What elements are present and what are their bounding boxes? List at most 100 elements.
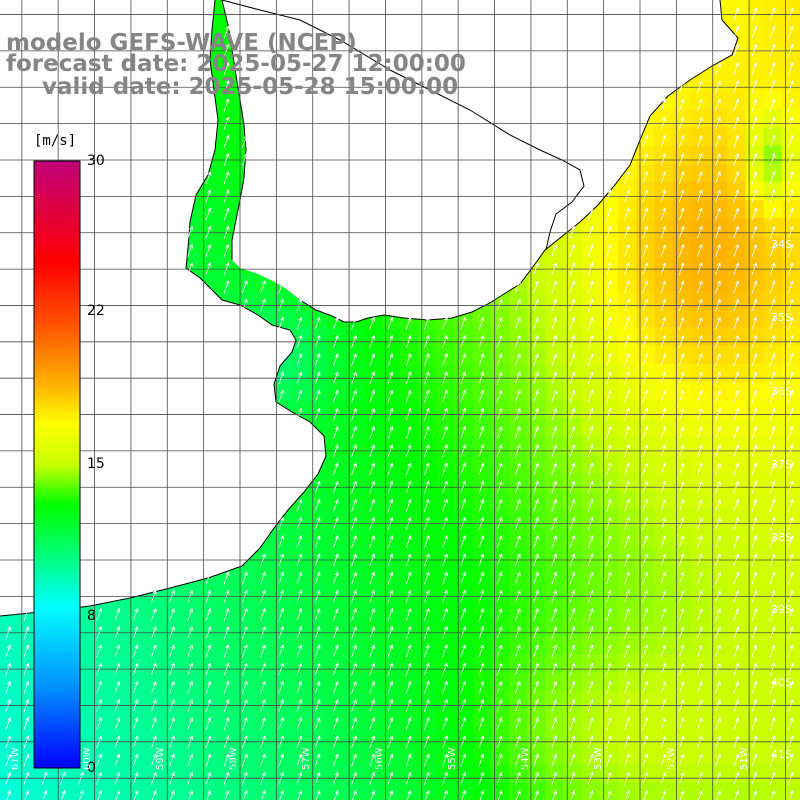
wind-arrow: [405, 590, 412, 603]
wind-arrow: [751, 571, 758, 585]
wind-arrow: [751, 644, 758, 658]
wind-arrow: [642, 681, 648, 694]
wind-arrow: [569, 426, 576, 439]
wind-arrow: [96, 644, 102, 658]
wind-speed-cell: [690, 690, 710, 710]
wind-arrow: [624, 753, 630, 767]
wind-arrow: [769, 535, 776, 549]
wind-arrow: [733, 553, 739, 567]
wind-arrow: [314, 499, 321, 512]
wind-arrow: [370, 790, 375, 800]
wind-arrow: [314, 389, 321, 403]
wind-arrow: [242, 608, 248, 621]
wind-arrow: [751, 62, 758, 75]
wind-arrow: [788, 535, 794, 549]
wind-arrow: [515, 772, 521, 785]
wind-arrow: [733, 626, 739, 640]
wind-arrow: [624, 353, 630, 367]
wind-arrow: [351, 499, 357, 512]
wind-arrow: [205, 226, 212, 239]
wind-speed-cell: [563, 690, 583, 710]
wind-arrow: [260, 280, 266, 294]
wind-arrow: [697, 189, 703, 203]
wind-arrow: [533, 480, 539, 494]
wind-arrow: [642, 753, 648, 767]
wind-arrow: [314, 371, 321, 385]
wind-arrow: [460, 371, 466, 385]
wind-arrow: [733, 353, 739, 367]
wind-speed-cell: [672, 709, 692, 728]
wind-arrow: [551, 408, 557, 421]
wind-arrow: [478, 444, 485, 458]
wind-arrow: [478, 317, 485, 330]
wind-speed-cell: [727, 745, 747, 765]
wind-arrow: [587, 499, 594, 512]
wind-arrow: [442, 444, 448, 458]
wind-speed-cell: [709, 745, 728, 765]
wind-arrow: [733, 590, 739, 603]
wind-arrow: [496, 571, 503, 585]
wind-speed-cell: [618, 636, 637, 656]
wind-arrow: [405, 644, 412, 658]
wind-arrow: [751, 335, 758, 348]
wind-arrow: [260, 608, 266, 621]
wind-arrow: [387, 444, 394, 458]
lon-label: 61W: [10, 747, 21, 770]
wind-arrow: [242, 298, 248, 312]
wind-arrow: [769, 80, 776, 94]
wind-speed-cell: [763, 727, 783, 747]
wind-arrow: [478, 735, 485, 749]
wind-arrow: [715, 207, 721, 221]
land-mask: [0, 0, 738, 616]
wind-arrow: [223, 62, 230, 75]
wind-arrow: [424, 772, 430, 785]
wind-arrow: [642, 480, 648, 494]
wind-arrow: [96, 753, 102, 767]
wind-speed-cell: [781, 745, 800, 765]
wind-speed-cell: [727, 563, 747, 583]
wind-arrow: [515, 298, 521, 312]
wind-speed-cell: [727, 672, 747, 692]
wind-arrow: [697, 644, 703, 658]
wind-speed-cell: [781, 709, 800, 728]
wind-arrow: [242, 590, 248, 603]
wind-arrow: [587, 662, 594, 676]
wind-arrow: [314, 353, 321, 367]
wind-arrow: [678, 389, 685, 403]
wind-arrow: [132, 753, 139, 767]
wind-speed-cell: [654, 636, 674, 656]
wind-arrow: [405, 317, 412, 330]
wind-arrow: [405, 335, 412, 348]
wind-arrow: [169, 626, 175, 640]
wind-speed-cell: [400, 781, 419, 800]
wind-arrow: [769, 62, 776, 75]
wind-arrow: [769, 171, 776, 185]
wind-arrow: [24, 790, 30, 800]
wind-arrow: [351, 644, 357, 658]
wind-speed-cell: [763, 763, 783, 783]
wind-speed-cell: [672, 745, 692, 765]
wind-arrow: [569, 335, 576, 348]
wind-speed-cell: [618, 781, 637, 800]
wind-speed-cell: [727, 763, 747, 783]
wind-arrow: [624, 499, 630, 512]
wind-arrow: [551, 462, 557, 476]
wind-arrow: [660, 444, 667, 458]
wind-arrow: [314, 699, 321, 712]
wind-arrow: [733, 444, 739, 458]
wind-arrow: [606, 298, 612, 312]
wind-arrow: [606, 535, 612, 549]
wind-arrow: [187, 226, 193, 239]
wind-arrow: [751, 480, 758, 494]
wind-arrow: [733, 717, 739, 731]
wind-speed-cell: [272, 781, 292, 800]
wind-arrow: [223, 735, 230, 749]
wind-arrow: [533, 462, 539, 476]
wind-arrow: [660, 735, 667, 749]
wind-speed-cell: [690, 709, 710, 728]
wind-arrow: [96, 772, 102, 785]
wind-arrow: [733, 98, 739, 112]
wind-arrow: [624, 517, 630, 530]
wind-arrow: [515, 753, 521, 767]
wind-arrow: [788, 153, 794, 166]
